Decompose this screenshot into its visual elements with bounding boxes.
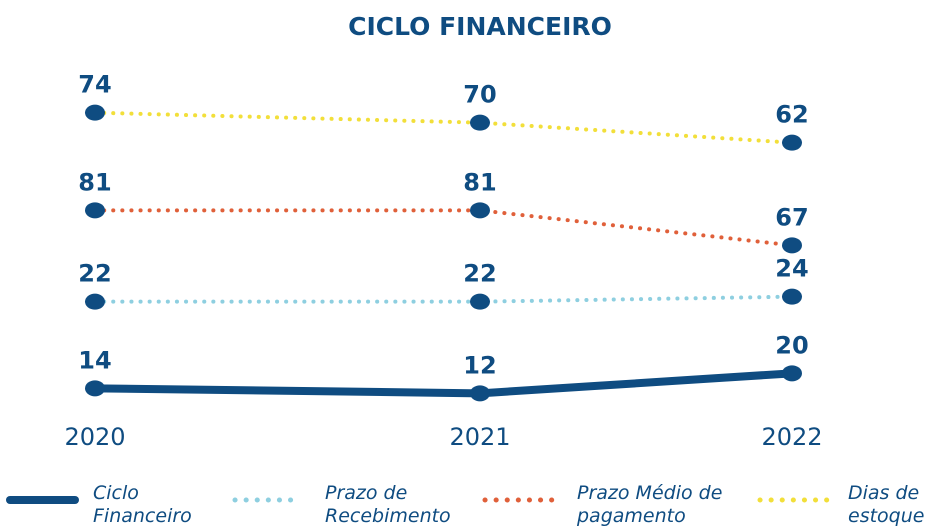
series-line	[93, 110, 794, 145]
value-label: 62	[775, 101, 808, 129]
point	[85, 293, 105, 310]
x-tick-label: 2020	[64, 423, 125, 451]
value-label: 24	[775, 255, 808, 283]
point	[85, 104, 105, 121]
legend-label: Ciclo Financeiro	[93, 482, 192, 527]
point	[782, 134, 802, 151]
point	[470, 202, 490, 219]
value-label: 70	[463, 81, 496, 109]
point	[470, 293, 490, 310]
legend-label: Prazo Médio de pagamento	[577, 482, 723, 527]
point	[470, 385, 490, 402]
series-line	[93, 294, 794, 304]
series-line	[91, 369, 796, 398]
value-label: 81	[463, 168, 496, 196]
value-label: 12	[463, 351, 496, 379]
value-label: 20	[775, 331, 808, 359]
point	[85, 380, 105, 397]
point	[470, 114, 490, 131]
value-label: 67	[775, 203, 808, 231]
value-label: 74	[78, 71, 111, 99]
x-tick-label: 2021	[449, 423, 510, 451]
chart-title: CICLO FINANCEIRO	[348, 12, 612, 41]
value-label: 22	[78, 260, 111, 288]
value-label: 22	[463, 260, 496, 288]
point	[782, 237, 802, 254]
legend-label: Prazo de Recebimento	[325, 482, 451, 527]
point	[782, 288, 802, 305]
x-tick-label: 2022	[761, 423, 822, 451]
value-label: 14	[78, 346, 111, 374]
point	[782, 365, 802, 382]
series-line	[93, 208, 794, 248]
point	[85, 202, 105, 219]
legend-label: Dias de estoque	[848, 482, 925, 527]
value-label: 81	[78, 168, 111, 196]
